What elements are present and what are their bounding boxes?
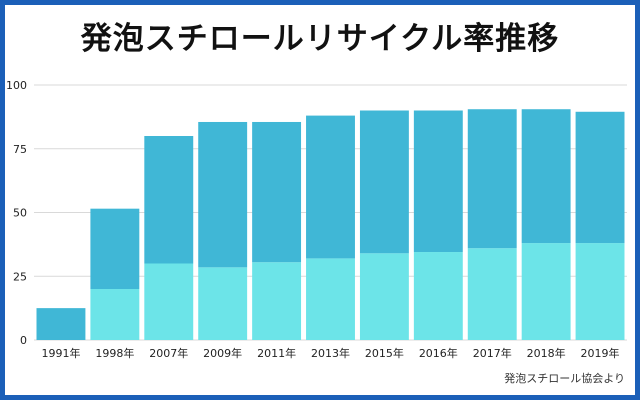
- x-tick-label: 1998年: [95, 346, 134, 360]
- bar-segment-lower: [90, 289, 140, 340]
- x-tick-label: 2018年: [527, 346, 566, 360]
- bar-segment-lower: [252, 262, 302, 340]
- bar-segment-lower: [198, 267, 248, 340]
- bar-segment-upper: [521, 109, 571, 244]
- bar-segment-upper: [359, 110, 409, 254]
- y-tick-label: 75: [13, 143, 27, 156]
- bar-segment-upper: [467, 109, 517, 249]
- x-tick-label: 2011年: [257, 346, 296, 360]
- bar-segment-upper: [144, 136, 194, 264]
- bar-segment-lower: [521, 243, 571, 340]
- x-tick-label: 2007年: [149, 346, 188, 360]
- x-tick-label: 2017年: [473, 346, 512, 360]
- y-tick-label: 100: [6, 79, 27, 92]
- bar-segment-upper: [575, 111, 625, 244]
- bar-segment-upper: [36, 308, 86, 340]
- bar-segment-upper: [252, 121, 302, 263]
- bar-segment-lower: [575, 243, 625, 340]
- source-note: 発泡スチロール協会より: [504, 372, 625, 385]
- bar-segment-lower: [306, 258, 355, 340]
- y-tick-label: 0: [20, 334, 27, 347]
- x-tick-label: 2016年: [419, 346, 458, 360]
- bar-segment-lower: [413, 252, 463, 340]
- bar-segment-lower: [144, 263, 194, 340]
- bar-segment-upper: [90, 208, 140, 289]
- y-axis-ticks: 0 25 50 75 100: [6, 79, 27, 347]
- y-tick-label: 50: [13, 207, 27, 220]
- bar-segment-upper: [198, 121, 248, 268]
- bar-segment-upper: [413, 110, 463, 253]
- bars: [36, 109, 625, 340]
- x-tick-label: 2019年: [581, 346, 620, 360]
- y-tick-label: 25: [13, 270, 27, 283]
- x-tick-label: 1991年: [41, 346, 80, 360]
- x-tick-label: 2013年: [311, 346, 350, 360]
- bar-segment-lower: [467, 248, 517, 340]
- chart-frame: 発泡スチロールリサイクル率推移 0 25 50 75 100 1991年 1998年 200…: [5, 5, 635, 395]
- x-tick-label: 2009年: [203, 346, 242, 360]
- bar-segment-lower: [359, 253, 409, 340]
- x-axis-ticks: 1991年 1998年 2007年 2009年 2011年 2013年 2015年 2016年…: [41, 346, 619, 360]
- bar-segment-upper: [306, 115, 355, 259]
- bar-chart: 0 25 50 75 100 1991年 1998年 2007年 2009年 2011年 2013…: [6, 79, 627, 360]
- x-tick-label: 2015年: [365, 346, 404, 360]
- chart-title: 発泡スチロールリサイクル率推移: [80, 21, 560, 57]
